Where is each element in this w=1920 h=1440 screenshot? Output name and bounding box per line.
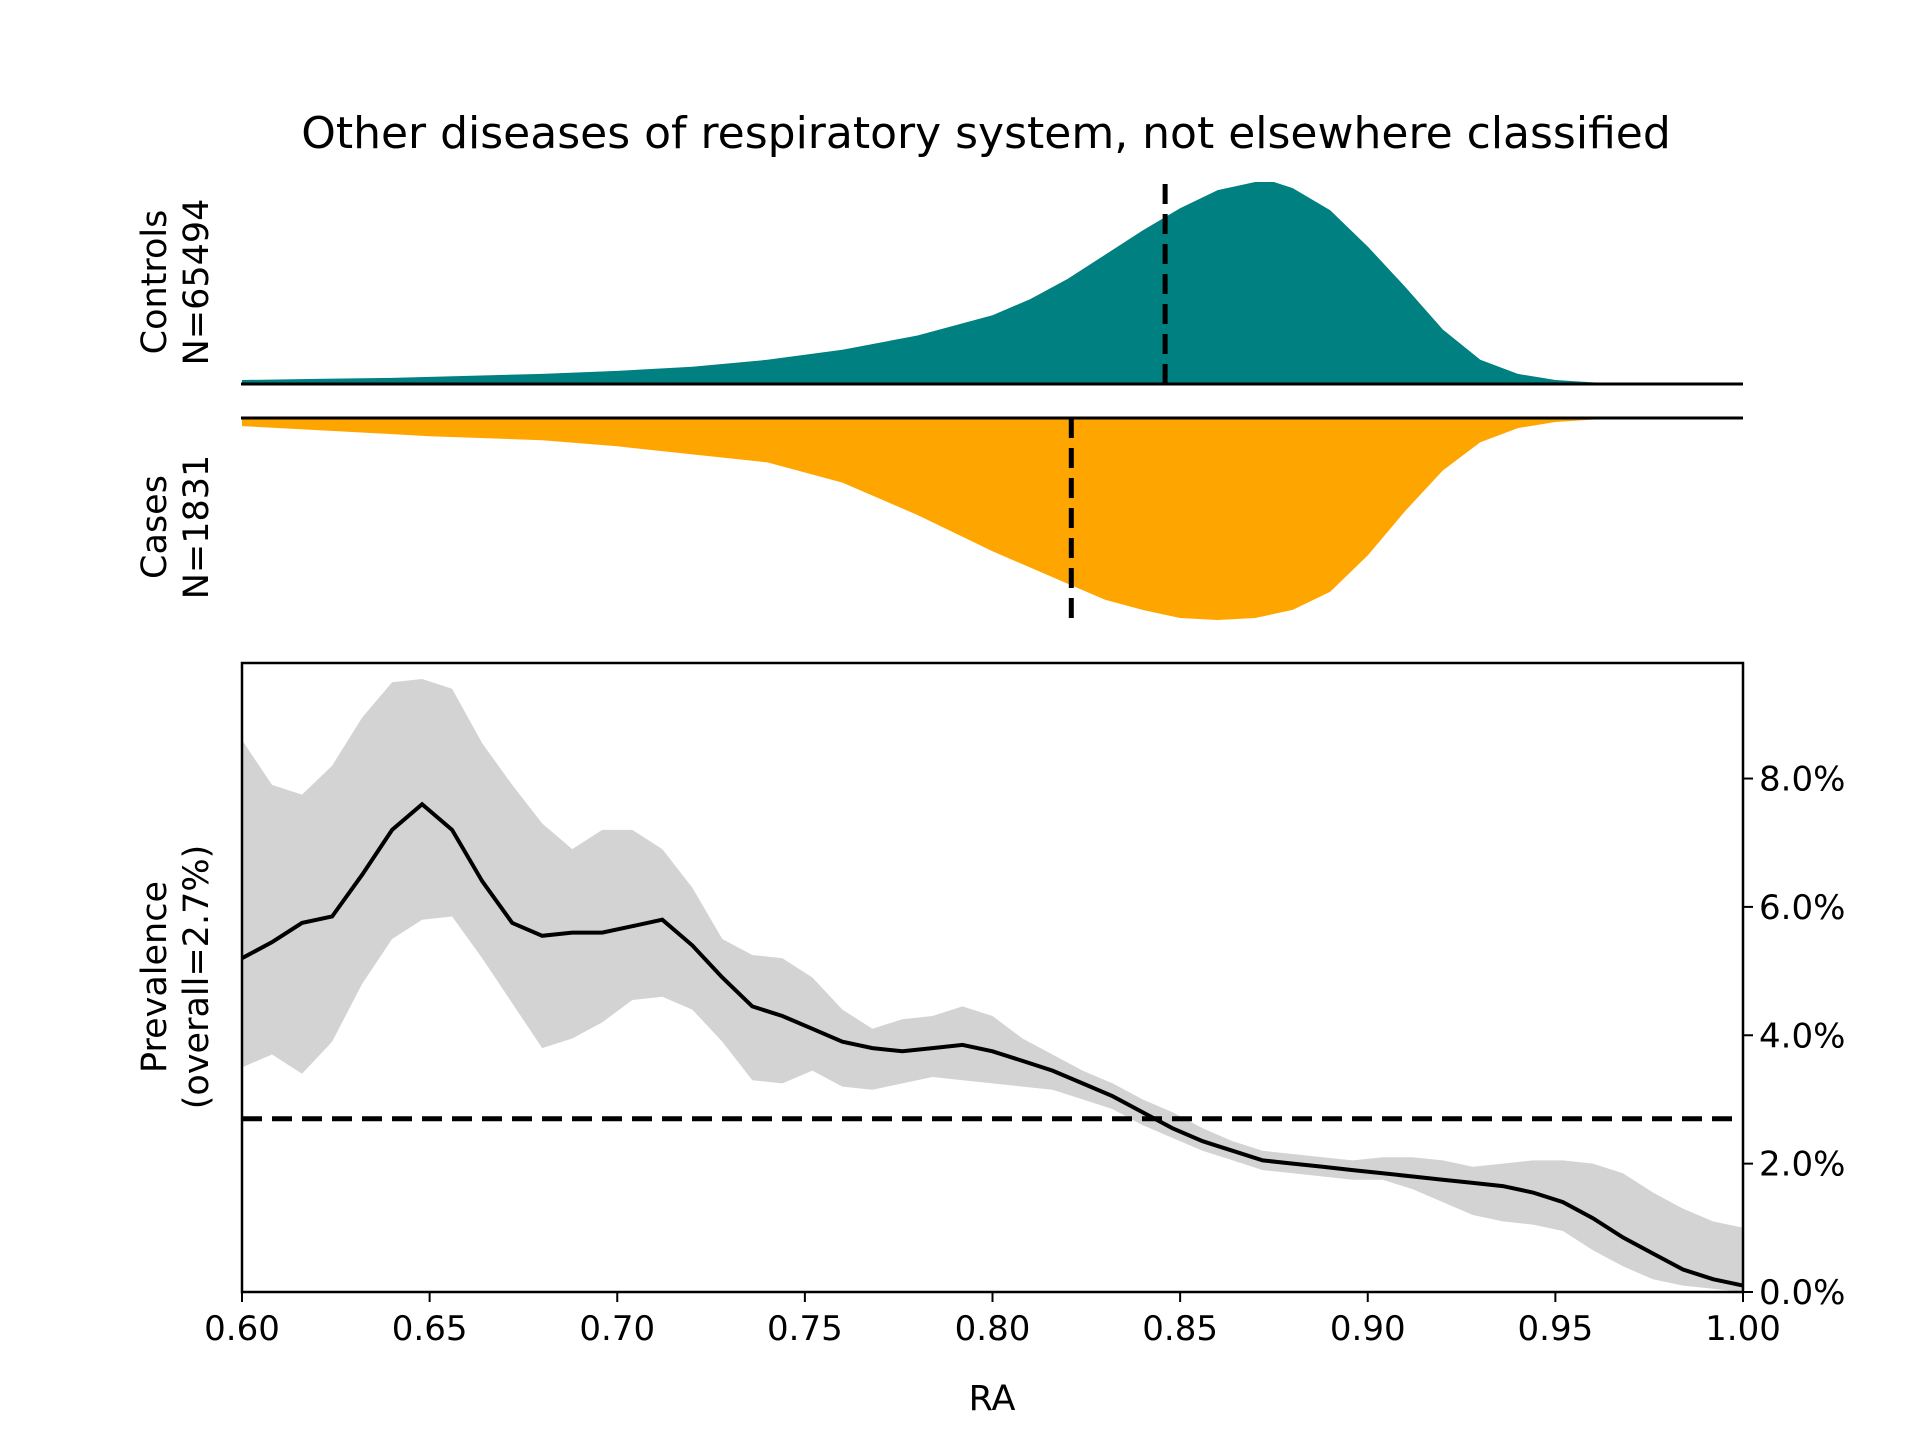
prevalence-panel: 0.60 0.65 0.70 0.75 0.80 0.85 0.90 0.95 1.00 0.0… bbox=[135, 661, 1845, 1419]
x-tick-label: 0.80 bbox=[955, 1309, 1031, 1349]
y-axis-ticks: 0.0% 2.0% 4.0% 6.0% 8.0% bbox=[1743, 760, 1845, 1313]
x-tick-label: 0.60 bbox=[204, 1309, 280, 1349]
y-tick-label: 2.0% bbox=[1759, 1145, 1845, 1185]
cases-panel: Cases N=1831 bbox=[135, 416, 1743, 628]
x-tick-label: 0.70 bbox=[579, 1309, 655, 1349]
x-tick-label: 0.65 bbox=[392, 1309, 468, 1349]
y-axis-label-line2: (overall=2.7%) bbox=[177, 845, 217, 1110]
controls-n-label: N=65494 bbox=[177, 199, 217, 366]
x-axis-ticks: 0.60 0.65 0.70 0.75 0.80 0.85 0.90 0.95 1.00 bbox=[204, 1292, 1781, 1349]
controls-label: Controls bbox=[135, 210, 175, 355]
x-tick-label: 0.90 bbox=[1330, 1309, 1406, 1349]
cases-label: Cases bbox=[135, 475, 175, 579]
y-tick-label: 6.0% bbox=[1759, 888, 1845, 928]
y-tick-label: 8.0% bbox=[1759, 760, 1845, 800]
chart-title: Other diseases of respiratory system, no… bbox=[301, 108, 1671, 159]
prevalence-line bbox=[241, 801, 1744, 1288]
x-axis-label: RA bbox=[969, 1379, 1016, 1419]
cases-density-area bbox=[242, 418, 1743, 620]
controls-density-area bbox=[242, 182, 1743, 384]
prevalence-confidence-band bbox=[242, 679, 1743, 1292]
y-tick-label: 4.0% bbox=[1759, 1016, 1845, 1056]
y-axis-label-line1: Prevalence bbox=[135, 881, 175, 1073]
controls-panel: Controls N=65494 bbox=[135, 174, 1743, 386]
y-tick-label: 0.0% bbox=[1759, 1273, 1845, 1313]
x-tick-label: 1.00 bbox=[1705, 1309, 1781, 1349]
x-tick-label: 0.75 bbox=[767, 1309, 843, 1349]
x-tick-label: 0.95 bbox=[1518, 1309, 1594, 1349]
cases-n-label: N=1831 bbox=[177, 455, 217, 600]
x-tick-label: 0.85 bbox=[1142, 1309, 1218, 1349]
